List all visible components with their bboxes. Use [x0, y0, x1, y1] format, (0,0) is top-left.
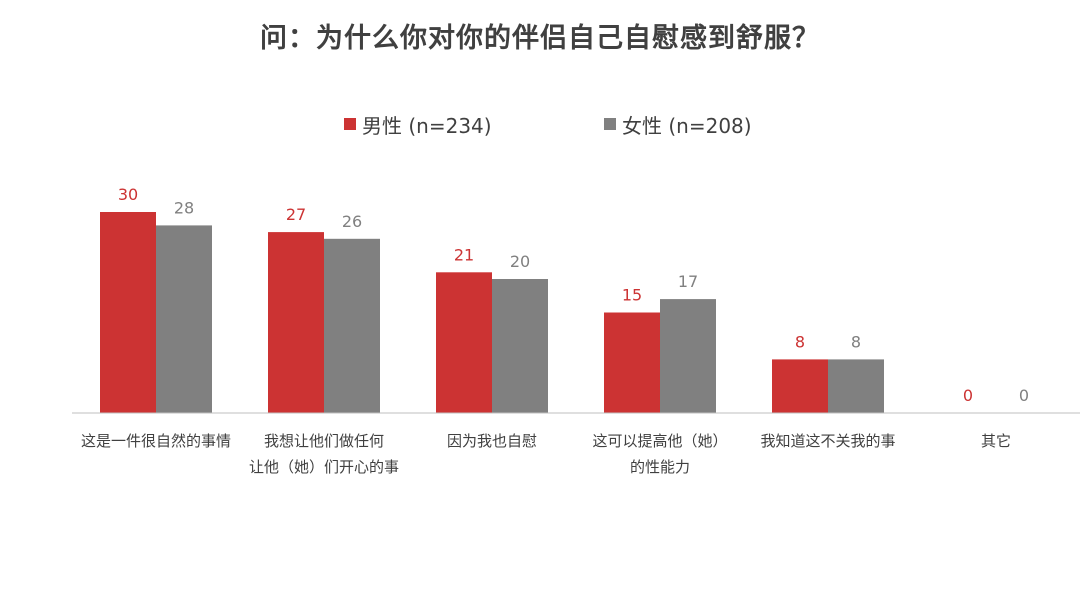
value-labels: 30 28 27 26 21 20 15 17 8 8 0 0	[118, 185, 1029, 405]
value-label-3-1: 17	[678, 272, 698, 291]
legend: 男性 (n=234) 女性 (n=208)	[344, 114, 752, 138]
bar-3-0	[604, 312, 660, 413]
category-label-1-1: 让他（她）们开心的事	[249, 458, 399, 476]
value-label-0-1: 28	[174, 198, 194, 217]
category-label-3-0: 这可以提高他（她）	[592, 432, 727, 450]
bar-1-1	[324, 238, 380, 413]
category-label-3-1: 的性能力	[630, 458, 690, 476]
bars	[100, 212, 884, 413]
value-label-4-0: 8	[795, 332, 805, 351]
value-label-1-0: 27	[286, 205, 306, 224]
bar-4-1	[828, 359, 884, 413]
legend-label-1: 女性 (n=208)	[622, 114, 752, 138]
value-label-2-1: 20	[510, 252, 530, 271]
bar-4-0	[772, 359, 828, 413]
bar-2-0	[436, 272, 492, 413]
value-label-0-0: 30	[118, 185, 138, 204]
bar-0-0	[100, 212, 156, 413]
value-label-2-0: 21	[454, 245, 474, 264]
value-label-5-1: 0	[1019, 386, 1029, 405]
category-label-1-0: 我想让他们做任何	[264, 432, 384, 450]
category-label-5-0: 其它	[981, 432, 1011, 450]
bar-2-1	[492, 279, 548, 413]
value-label-1-1: 26	[342, 212, 362, 231]
category-label-4-0: 我知道这不关我的事	[760, 432, 895, 450]
legend-swatch-0	[344, 118, 356, 130]
bar-3-1	[660, 299, 716, 413]
category-label-0-0: 这是一件很自然的事情	[81, 432, 231, 450]
value-label-3-0: 15	[622, 286, 642, 305]
category-label-2-0: 因为我也自慰	[447, 432, 537, 450]
bar-0-1	[156, 225, 212, 413]
chart-title: 问：为什么你对你的伴侣自己自慰感到舒服？	[260, 23, 820, 54]
legend-swatch-1	[604, 118, 616, 130]
bar-1-0	[268, 232, 324, 413]
value-label-4-1: 8	[851, 332, 861, 351]
value-label-5-0: 0	[963, 386, 973, 405]
legend-label-0: 男性 (n=234)	[362, 114, 492, 138]
